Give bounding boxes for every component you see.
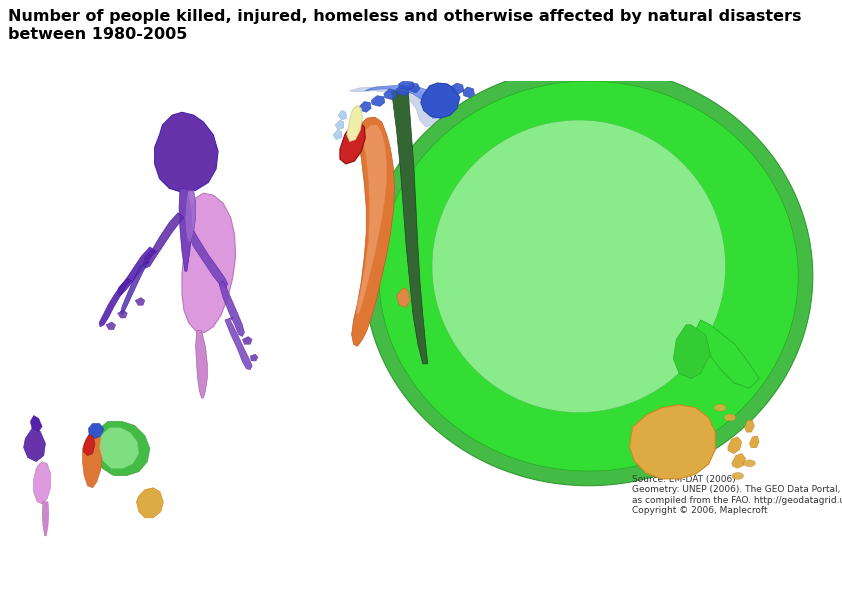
Polygon shape <box>392 91 428 364</box>
Polygon shape <box>349 87 440 127</box>
Polygon shape <box>136 297 145 305</box>
Polygon shape <box>749 436 759 448</box>
Polygon shape <box>88 424 104 439</box>
Polygon shape <box>99 427 139 468</box>
Polygon shape <box>83 436 95 455</box>
Polygon shape <box>356 125 386 315</box>
Polygon shape <box>695 320 759 388</box>
Polygon shape <box>728 437 742 454</box>
Polygon shape <box>432 120 726 412</box>
Polygon shape <box>250 354 258 361</box>
Polygon shape <box>397 288 410 308</box>
Ellipse shape <box>743 460 755 467</box>
Polygon shape <box>83 429 103 488</box>
Polygon shape <box>185 190 195 242</box>
Polygon shape <box>333 130 342 139</box>
Polygon shape <box>360 101 371 112</box>
Polygon shape <box>452 83 464 94</box>
Ellipse shape <box>724 414 736 421</box>
Polygon shape <box>120 262 150 315</box>
Ellipse shape <box>714 404 726 411</box>
Polygon shape <box>179 188 192 271</box>
Polygon shape <box>371 96 385 107</box>
Polygon shape <box>195 331 207 398</box>
Polygon shape <box>143 213 184 268</box>
Polygon shape <box>242 337 252 344</box>
Polygon shape <box>94 421 150 476</box>
Polygon shape <box>136 488 163 518</box>
Polygon shape <box>99 278 131 327</box>
Polygon shape <box>463 87 475 98</box>
Polygon shape <box>379 81 798 471</box>
Polygon shape <box>421 83 460 118</box>
Polygon shape <box>34 462 51 504</box>
Polygon shape <box>674 325 711 378</box>
Polygon shape <box>340 122 365 164</box>
Ellipse shape <box>732 473 743 479</box>
Polygon shape <box>118 247 157 296</box>
Polygon shape <box>42 502 49 536</box>
Polygon shape <box>106 322 115 330</box>
Polygon shape <box>335 120 344 130</box>
Polygon shape <box>118 310 127 318</box>
Polygon shape <box>187 222 228 288</box>
Polygon shape <box>225 317 252 370</box>
Polygon shape <box>24 429 45 462</box>
Text: between 1980-2005: between 1980-2005 <box>8 27 188 42</box>
Polygon shape <box>398 81 414 90</box>
Text: Source: EM-DAT (2006)
Geometry: UNEP (2006). The GEO Data Portal,
as compiled fr: Source: EM-DAT (2006) Geometry: UNEP (20… <box>632 475 842 515</box>
Polygon shape <box>744 420 754 432</box>
Polygon shape <box>347 105 362 141</box>
Polygon shape <box>384 89 397 100</box>
Polygon shape <box>408 83 420 93</box>
Polygon shape <box>30 415 42 432</box>
Polygon shape <box>365 85 440 118</box>
Polygon shape <box>365 66 813 486</box>
Polygon shape <box>155 112 218 193</box>
Polygon shape <box>352 117 395 346</box>
Polygon shape <box>182 193 236 333</box>
Polygon shape <box>630 405 716 479</box>
Polygon shape <box>338 110 347 120</box>
Polygon shape <box>219 281 244 337</box>
Polygon shape <box>397 85 409 96</box>
Polygon shape <box>732 454 745 468</box>
Text: Number of people killed, injured, homeless and otherwise affected by natural dis: Number of people killed, injured, homele… <box>8 9 802 24</box>
